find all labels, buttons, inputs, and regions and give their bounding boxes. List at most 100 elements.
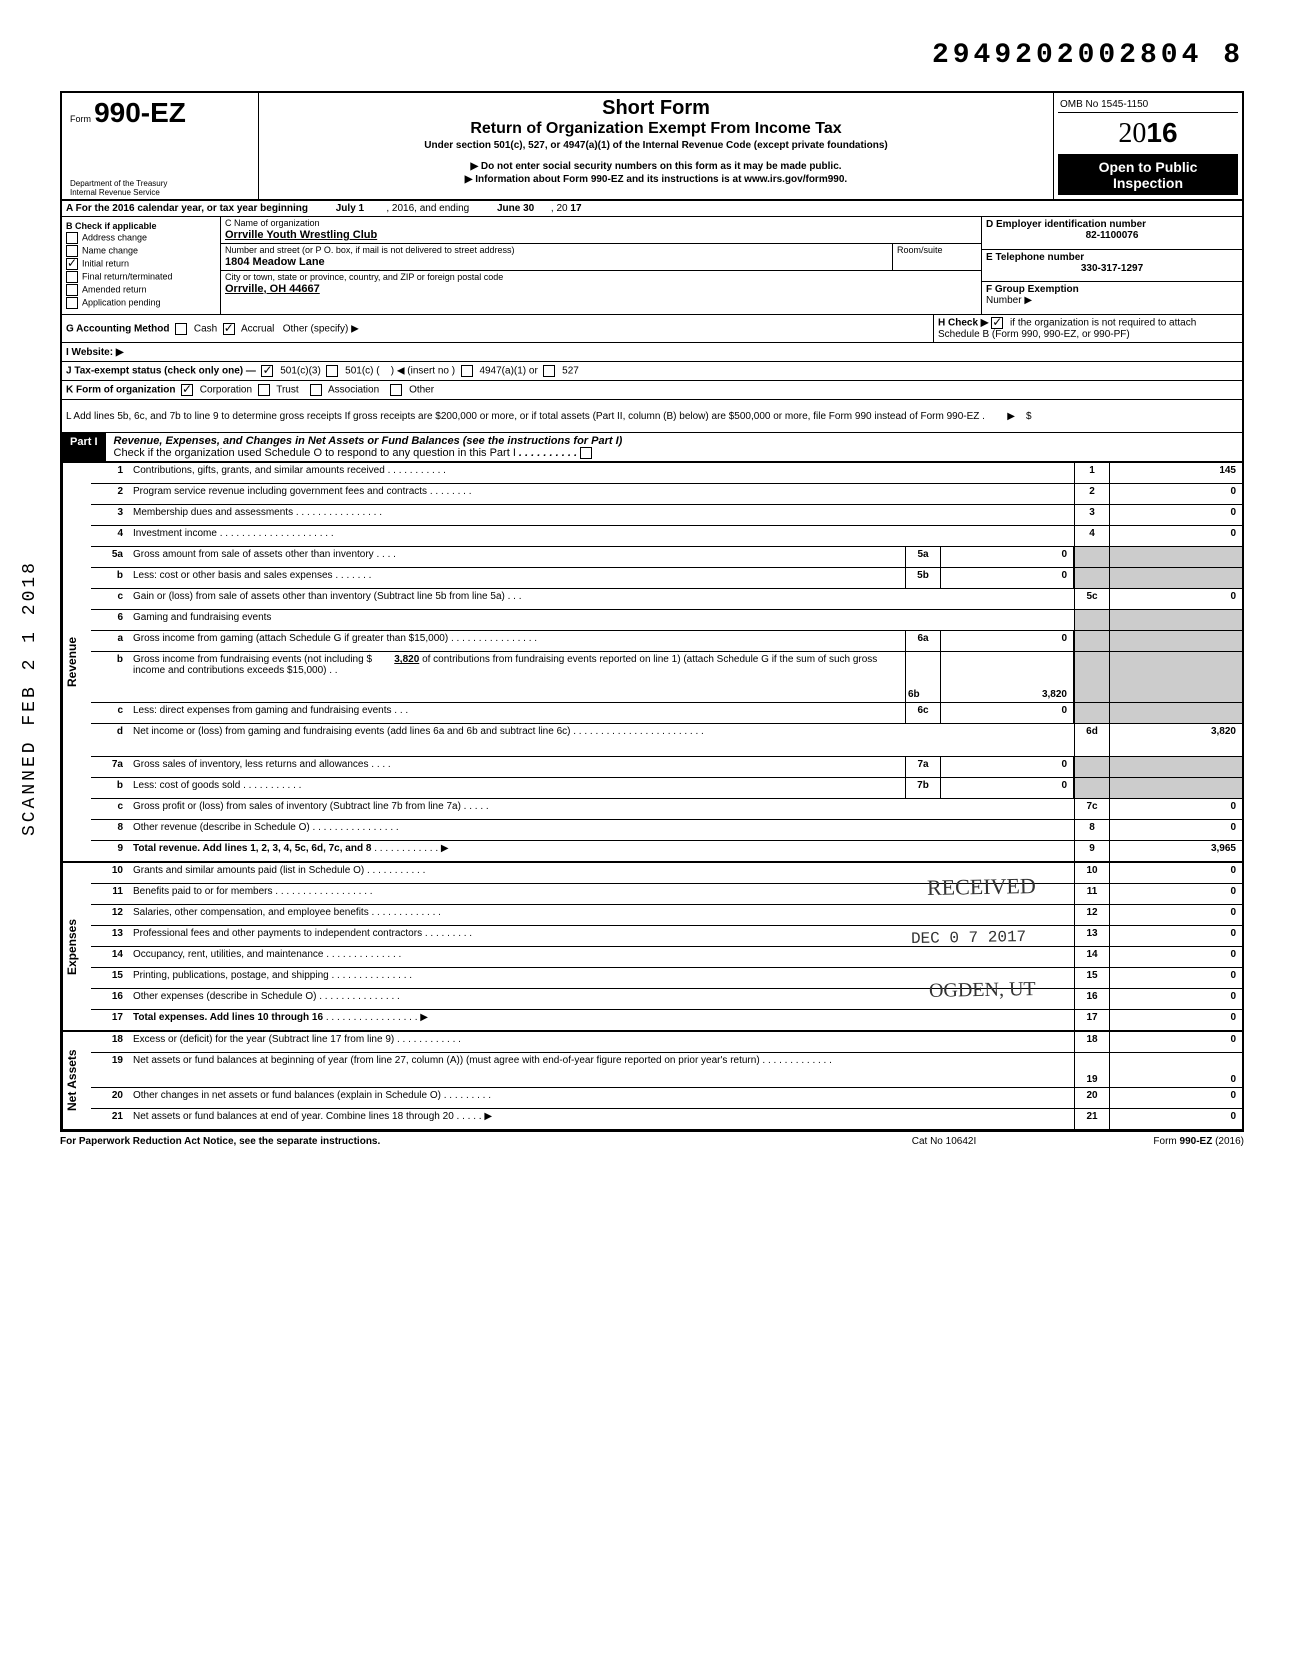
line6b-pre: Gross income from fundraising events (no… bbox=[133, 654, 372, 665]
line5c-desc: Gain or (loss) from sale of assets other… bbox=[133, 591, 505, 602]
line7a-val: 0 bbox=[941, 757, 1074, 777]
j-label: J Tax-exempt status (check only one) — bbox=[66, 366, 256, 377]
org-city: Orrville, OH 44667 bbox=[221, 283, 981, 297]
line17-desc: Total expenses. Add lines 10 through 16 bbox=[133, 1012, 323, 1023]
chk-amended[interactable] bbox=[66, 284, 78, 296]
line9-desc: Total revenue. Add lines 1, 2, 3, 4, 5c,… bbox=[133, 843, 371, 854]
section-k: K Form of organization Corporation Trust… bbox=[60, 381, 1244, 400]
line6b-val: 3,820 bbox=[941, 652, 1074, 702]
line18-desc: Excess or (deficit) for the year (Subtra… bbox=[133, 1034, 394, 1045]
subtitle: Under section 501(c), 527, or 4947(a)(1)… bbox=[267, 140, 1045, 151]
chk-501c3[interactable] bbox=[261, 365, 273, 377]
line7c-desc: Gross profit or (loss) from sales of inv… bbox=[133, 801, 461, 812]
lbl-other-org: Other bbox=[409, 385, 434, 396]
chk-cash[interactable] bbox=[175, 323, 187, 335]
lbl-4947: 4947(a)(1) or bbox=[479, 366, 537, 377]
f-label2: Number ▶ bbox=[986, 295, 1032, 306]
footer: For Paperwork Reduction Act Notice, see … bbox=[60, 1131, 1244, 1151]
line7b-desc: Less: cost of goods sold bbox=[133, 780, 240, 791]
title-short-form: Short Form bbox=[267, 97, 1045, 120]
line2-val: 0 bbox=[1109, 484, 1242, 504]
section-b: B Check if applicable Address change Nam… bbox=[62, 217, 221, 314]
line12-desc: Salaries, other compensation, and employ… bbox=[133, 907, 369, 918]
line6-desc: Gaming and fundraising events bbox=[133, 612, 271, 623]
received-stamp: RECEIVED bbox=[921, 872, 1042, 902]
line17-val: 0 bbox=[1109, 1010, 1242, 1030]
scanned-stamp: SCANNED FEB 2 1 2018 bbox=[20, 560, 40, 836]
line21-desc: Net assets or fund balances at end of ye… bbox=[133, 1111, 454, 1122]
ein-value: 82-1100076 bbox=[986, 230, 1238, 241]
line4-val: 0 bbox=[1109, 526, 1242, 546]
line6a-val: 0 bbox=[941, 631, 1074, 651]
footer-mid: Cat No 10642I bbox=[844, 1136, 1044, 1147]
line20-val: 0 bbox=[1109, 1088, 1242, 1108]
footer-left: For Paperwork Reduction Act Notice, see … bbox=[60, 1136, 844, 1147]
line6c-desc: Less: direct expenses from gaming and fu… bbox=[133, 705, 391, 716]
expenses-section: Expenses 10Grants and similar amounts pa… bbox=[60, 863, 1244, 1032]
lbl-corp: Corporation bbox=[200, 385, 252, 396]
line11-val: 0 bbox=[1109, 884, 1242, 904]
lbl-501c3: 501(c)(3) bbox=[280, 366, 321, 377]
chk-app-pending[interactable] bbox=[66, 297, 78, 309]
line19-desc: Net assets or fund balances at beginning… bbox=[133, 1055, 760, 1066]
year-end: 17 bbox=[570, 203, 581, 214]
form-number: 990-EZ bbox=[94, 97, 186, 128]
org-name: Orrville Youth Wrestling Club bbox=[221, 229, 981, 243]
line14-val: 0 bbox=[1109, 947, 1242, 967]
line5b-val: 0 bbox=[941, 568, 1074, 588]
line16-desc: Other expenses (describe in Schedule O) bbox=[133, 991, 316, 1002]
lbl-501c: 501(c) ( bbox=[345, 366, 379, 377]
lbl-insert-no: ) ◀ (insert no ) bbox=[391, 366, 455, 377]
section-a-label: A For the 2016 calendar year, or tax yea… bbox=[66, 203, 308, 214]
line6d-desc: Net income or (loss) from gaming and fun… bbox=[133, 726, 570, 737]
ogden-stamp: OGDEN, UT bbox=[923, 977, 1042, 1004]
chk-schedule-o[interactable] bbox=[580, 447, 592, 459]
section-a-row: A For the 2016 calendar year, or tax yea… bbox=[60, 201, 1244, 217]
d-label: D Employer identification number bbox=[986, 219, 1238, 230]
lbl-trust: Trust bbox=[276, 385, 298, 396]
lbl-527: 527 bbox=[562, 366, 579, 377]
f-label: F Group Exemption bbox=[986, 284, 1079, 295]
c-street-label: Number and street (or P O. box, if mail … bbox=[221, 244, 892, 256]
section-b-label: B Check if applicable bbox=[66, 221, 216, 231]
part1-check-note: Check if the organization used Schedule … bbox=[114, 447, 516, 459]
chk-trust[interactable] bbox=[258, 384, 270, 396]
lbl-final-return: Final return/terminated bbox=[82, 271, 173, 281]
g-label: G Accounting Method bbox=[66, 323, 170, 334]
l-text: L Add lines 5b, 6c, and 7b to line 9 to … bbox=[66, 411, 985, 422]
chk-h[interactable] bbox=[991, 317, 1003, 329]
chk-527[interactable] bbox=[543, 365, 555, 377]
line12-val: 0 bbox=[1109, 905, 1242, 925]
org-street: 1804 Meadow Lane bbox=[221, 256, 892, 270]
open-to-public: Open to Public Inspection bbox=[1058, 155, 1238, 195]
chk-address-change[interactable] bbox=[66, 232, 78, 244]
chk-assoc[interactable] bbox=[310, 384, 322, 396]
chk-501c[interactable] bbox=[326, 365, 338, 377]
chk-initial-return[interactable] bbox=[66, 258, 78, 270]
chk-corp[interactable] bbox=[181, 384, 193, 396]
l-dollar: $ bbox=[1026, 411, 1032, 422]
line13-val: 0 bbox=[1109, 926, 1242, 946]
lbl-accrual: Accrual bbox=[241, 323, 274, 334]
line9-val: 3,965 bbox=[1109, 841, 1242, 861]
title-return: Return of Organization Exempt From Incom… bbox=[267, 120, 1045, 138]
chk-accrual[interactable] bbox=[223, 323, 235, 335]
lbl-app-pending: Application pending bbox=[82, 297, 161, 307]
section-j: J Tax-exempt status (check only one) — 5… bbox=[60, 362, 1244, 381]
section-i: I Website: ▶ bbox=[60, 343, 1244, 362]
line6c-val: 0 bbox=[941, 703, 1074, 723]
dept-label: Department of the Treasury Internal Reve… bbox=[70, 179, 167, 197]
form-prefix: Form bbox=[70, 114, 91, 124]
c-city-label: City or town, state or province, country… bbox=[221, 271, 981, 283]
year-end-month: June 30 bbox=[497, 203, 534, 214]
line21-val: 0 bbox=[1109, 1109, 1242, 1129]
chk-4947[interactable] bbox=[461, 365, 473, 377]
chk-final-return[interactable] bbox=[66, 271, 78, 283]
room-suite-label: Room/suite bbox=[892, 244, 981, 270]
tax-year: 2016 bbox=[1058, 113, 1238, 155]
section-gh: G Accounting Method Cash Accrual Other (… bbox=[60, 315, 1244, 343]
section-bcdef: B Check if applicable Address change Nam… bbox=[60, 217, 1244, 315]
section-def: D Employer identification number 82-1100… bbox=[982, 217, 1242, 314]
lbl-cash: Cash bbox=[194, 323, 217, 334]
chk-other-org[interactable] bbox=[390, 384, 402, 396]
